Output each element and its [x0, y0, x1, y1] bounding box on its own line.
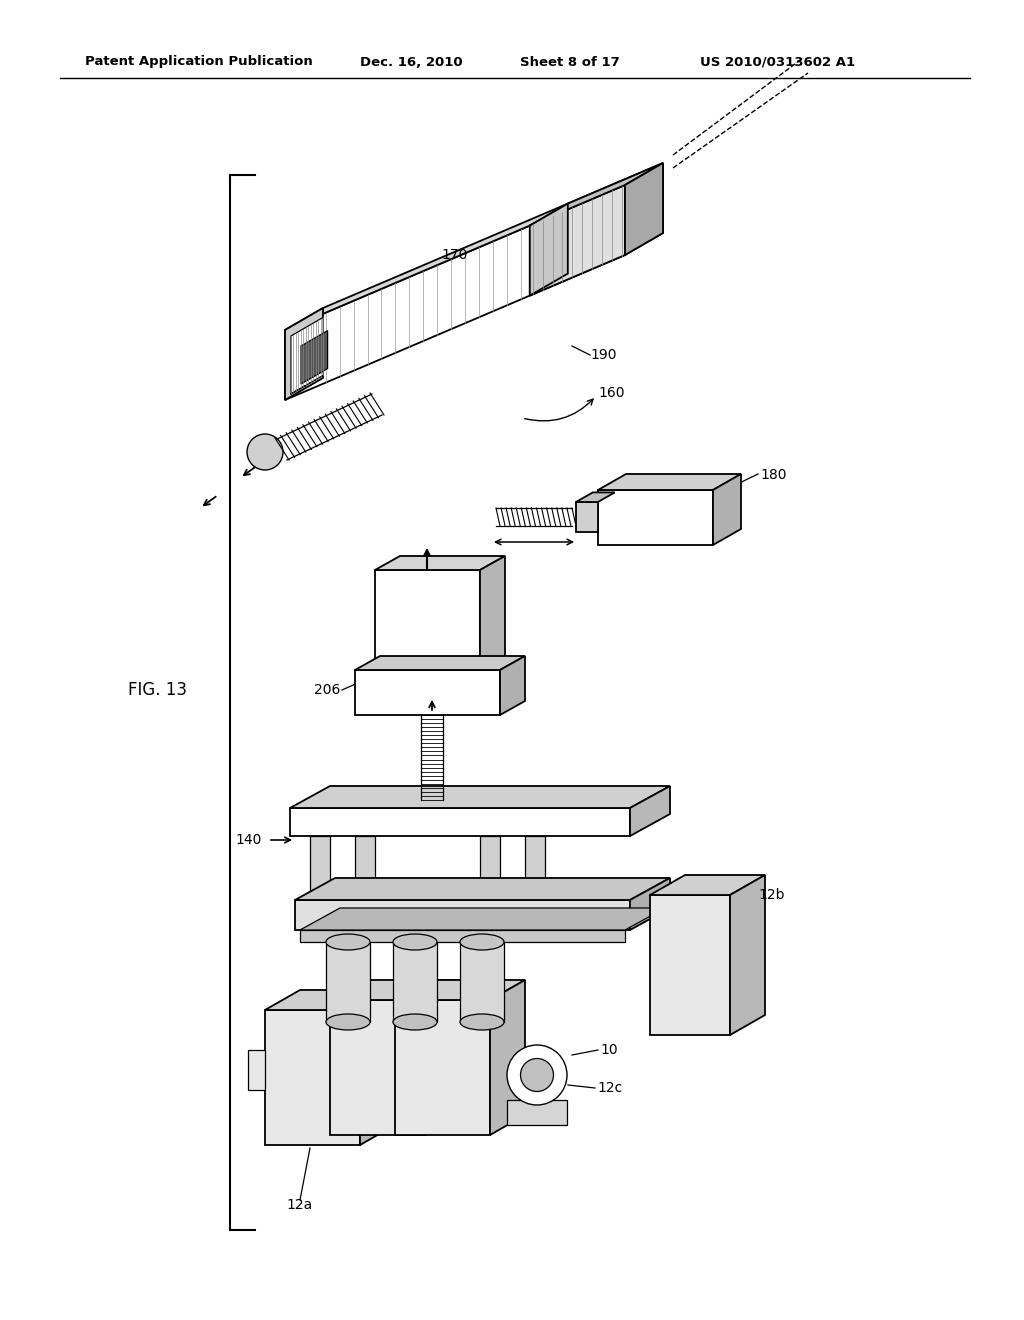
Text: 170: 170: [441, 248, 468, 261]
Polygon shape: [713, 474, 741, 545]
Polygon shape: [301, 330, 328, 384]
Polygon shape: [291, 317, 324, 393]
Text: Sheet 8 of 17: Sheet 8 of 17: [520, 55, 620, 69]
Polygon shape: [630, 878, 670, 931]
Polygon shape: [285, 308, 323, 400]
Bar: [248, 1049, 265, 1090]
Bar: [310, 836, 330, 900]
Bar: [355, 671, 500, 715]
Polygon shape: [529, 185, 625, 296]
Polygon shape: [330, 979, 460, 1001]
Bar: [355, 836, 375, 900]
Bar: [375, 570, 480, 671]
Text: 140: 140: [236, 833, 262, 847]
Circle shape: [507, 1045, 567, 1105]
Polygon shape: [480, 556, 505, 671]
Polygon shape: [265, 990, 395, 1010]
Polygon shape: [300, 908, 665, 931]
Polygon shape: [375, 556, 505, 570]
Polygon shape: [730, 875, 765, 1035]
Polygon shape: [625, 162, 663, 255]
Text: 12b: 12b: [758, 888, 784, 902]
Bar: [330, 1001, 425, 1135]
Text: FIG. 13: FIG. 13: [128, 681, 187, 700]
Text: 160: 160: [598, 385, 625, 400]
Bar: [265, 1010, 360, 1144]
Polygon shape: [395, 979, 525, 1001]
Polygon shape: [575, 492, 614, 502]
Polygon shape: [285, 185, 625, 400]
Text: 10: 10: [600, 1043, 617, 1057]
Text: US 2010/0313602 A1: US 2010/0313602 A1: [700, 55, 855, 69]
Polygon shape: [630, 785, 670, 836]
Circle shape: [247, 434, 283, 470]
Polygon shape: [625, 162, 663, 255]
Ellipse shape: [393, 935, 437, 950]
Bar: [525, 836, 545, 900]
Bar: [290, 808, 630, 836]
Text: Patent Application Publication: Patent Application Publication: [85, 55, 312, 69]
Polygon shape: [360, 990, 395, 1144]
Bar: [480, 836, 500, 900]
Text: 206: 206: [313, 682, 340, 697]
Bar: [507, 1100, 567, 1125]
Polygon shape: [290, 785, 670, 808]
Bar: [575, 502, 598, 532]
Text: Dec. 16, 2010: Dec. 16, 2010: [360, 55, 463, 69]
Bar: [295, 900, 630, 931]
Bar: [326, 942, 370, 1022]
Polygon shape: [500, 656, 525, 715]
Circle shape: [520, 1059, 554, 1092]
Bar: [598, 490, 713, 545]
Polygon shape: [295, 878, 670, 900]
Text: 12c: 12c: [597, 1081, 623, 1096]
Bar: [650, 895, 730, 1035]
Polygon shape: [490, 979, 525, 1135]
Polygon shape: [529, 203, 567, 296]
Polygon shape: [529, 162, 663, 226]
Bar: [393, 942, 437, 1022]
Polygon shape: [355, 656, 525, 671]
Polygon shape: [285, 162, 663, 330]
Polygon shape: [650, 875, 765, 895]
Ellipse shape: [326, 1014, 370, 1030]
Ellipse shape: [326, 935, 370, 950]
Polygon shape: [598, 474, 741, 490]
Polygon shape: [425, 979, 460, 1135]
Bar: [460, 942, 504, 1022]
Bar: [300, 931, 625, 942]
Ellipse shape: [460, 1014, 504, 1030]
Text: 180: 180: [760, 469, 786, 482]
Text: 12a: 12a: [287, 1199, 313, 1212]
Ellipse shape: [460, 935, 504, 950]
Text: 190: 190: [590, 348, 616, 362]
Bar: [395, 1001, 490, 1135]
Ellipse shape: [393, 1014, 437, 1030]
